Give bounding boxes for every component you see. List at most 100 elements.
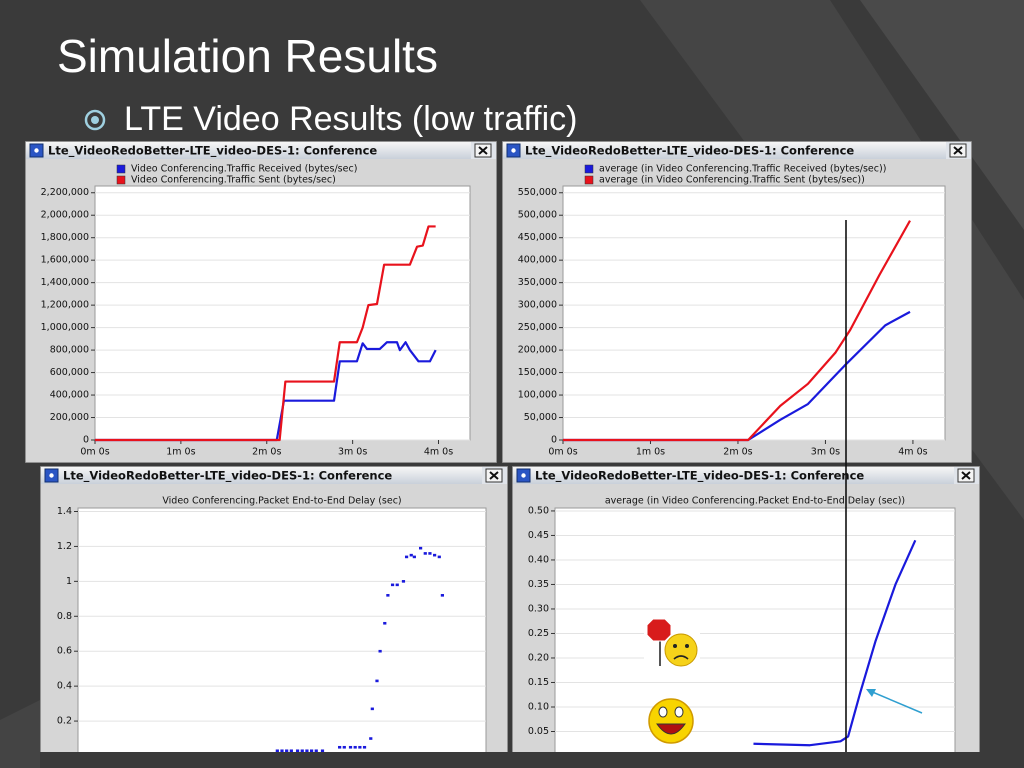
scatter-point	[395, 583, 399, 587]
scatter-point	[433, 553, 437, 557]
chart-windows: Lte_VideoRedoBetter-LTE_video-DES-1: Con…	[25, 141, 980, 752]
scatter-point	[338, 745, 342, 749]
chart-title: average (in Video Conferencing.Packet En…	[605, 496, 905, 507]
legend-swatch	[584, 164, 594, 174]
emoji-eye	[674, 706, 684, 718]
x-tick-label: 2m 0s	[252, 447, 281, 458]
scatter-point	[418, 546, 423, 550]
window-title: Lte_VideoRedoBetter-LTE_video-DES-1: Con…	[525, 144, 854, 159]
bullet-icon	[91, 116, 99, 124]
scatter-point	[370, 707, 374, 711]
scatter-point	[412, 555, 416, 559]
y-tick-label: 350,000	[518, 277, 557, 288]
window-title: Lte_VideoRedoBetter-LTE_video-DES-1: Con…	[48, 144, 377, 159]
window-icon-star	[521, 473, 526, 478]
close-icon	[961, 471, 971, 480]
y-tick-label: 0.15	[528, 677, 549, 688]
x-tick-label: 2m 0s	[723, 447, 752, 458]
y-tick-label: 0.4	[57, 681, 72, 692]
plot-area	[562, 185, 946, 441]
scatter-point	[280, 749, 284, 752]
emoji-mouth	[656, 723, 686, 735]
x-tick-label: 3m 0s	[338, 447, 367, 458]
y-tick-label: 1,800,000	[41, 232, 89, 243]
scatter-point	[404, 555, 409, 559]
title-bar	[26, 142, 496, 159]
y-tick-label: 300,000	[518, 300, 557, 311]
y-tick-label: 1,600,000	[41, 255, 89, 266]
x-tick-label: 0m 0s	[80, 447, 109, 458]
y-tick-label: 0.2	[57, 716, 72, 727]
legend-swatch	[116, 175, 126, 185]
slide-title: Simulation Results	[57, 30, 438, 82]
y-tick-label: 0.10	[528, 701, 549, 712]
scatter-point	[437, 555, 441, 559]
scatter-point	[401, 580, 406, 583]
y-tick-label: 1,400,000	[41, 277, 89, 288]
scatter-point	[348, 745, 353, 749]
close-icon	[478, 146, 488, 155]
scatter-point	[378, 649, 382, 653]
y-tick-label: 200,000	[50, 412, 89, 423]
bullet-text: LTE Video Results (low traffic)	[124, 100, 578, 138]
y-tick-label: 0.25	[528, 628, 549, 639]
sad-stop-emoji	[644, 616, 700, 670]
close-icon	[489, 471, 499, 480]
y-tick-label: 150,000	[518, 367, 557, 378]
scatter-point	[309, 749, 314, 752]
title-bar	[41, 467, 507, 484]
x-tick-label: 0m 0s	[548, 447, 577, 458]
bullet-icon	[84, 109, 106, 131]
y-tick-label: 1.2	[57, 541, 72, 552]
x-tick-label: 4m 0s	[424, 447, 453, 458]
y-tick-label: 400,000	[50, 390, 89, 401]
y-tick-label: 100,000	[518, 390, 557, 401]
y-tick-label: 0.30	[528, 603, 549, 614]
y-tick-label: 0.8	[57, 611, 72, 622]
chart-window: Lte_VideoRedoBetter-LTE_video-DES-1: Con…	[25, 141, 497, 463]
y-tick-label: 200,000	[518, 345, 557, 356]
y-tick-label: 0.40	[528, 554, 549, 565]
emoji-face	[648, 698, 694, 744]
scatter-point	[275, 749, 279, 752]
scatter-point	[362, 745, 367, 749]
y-tick-label: 450,000	[518, 232, 557, 243]
scatter-point	[390, 583, 395, 587]
background-stripe	[0, 700, 40, 768]
y-tick-label: 2,000,000	[41, 210, 89, 221]
scatter-point	[342, 745, 346, 749]
scatter-point	[428, 552, 432, 555]
series-line	[95, 341, 437, 442]
series-line	[95, 225, 436, 442]
series-line	[753, 539, 917, 747]
y-tick-label: 600,000	[50, 367, 89, 378]
window-icon-star	[49, 473, 54, 478]
y-tick-label: 800,000	[50, 345, 89, 356]
legend-label: Video Conferencing.Traffic Sent (bytes/s…	[131, 175, 336, 186]
emoji-face	[664, 633, 698, 667]
y-tick-label: 1,000,000	[41, 322, 89, 333]
scatter-point	[383, 621, 387, 625]
y-tick-label: 0	[551, 435, 557, 446]
y-tick-label: 0.20	[528, 652, 549, 663]
legend-swatch	[116, 164, 126, 174]
x-tick-label: 1m 0s	[166, 447, 195, 458]
plot-area	[94, 185, 471, 441]
plot-area	[77, 507, 487, 752]
title-bar	[513, 467, 979, 484]
y-tick-label: 1.4	[57, 506, 72, 517]
y-tick-label: 550,000	[518, 187, 557, 198]
chart-window: Lte_VideoRedoBetter-LTE_video-DES-1: Con…	[512, 466, 980, 752]
scatter-point	[353, 745, 357, 749]
scatter-point	[305, 749, 309, 752]
legend-label: average (in Video Conferencing.Traffic R…	[599, 164, 886, 175]
y-tick-label: 250,000	[518, 322, 557, 333]
scatter-point	[289, 749, 293, 752]
scatter-point	[295, 749, 300, 752]
window-icon-star	[511, 148, 516, 153]
plot-area	[554, 507, 956, 752]
scatter-point	[358, 745, 362, 749]
happy-emoji	[648, 698, 694, 744]
